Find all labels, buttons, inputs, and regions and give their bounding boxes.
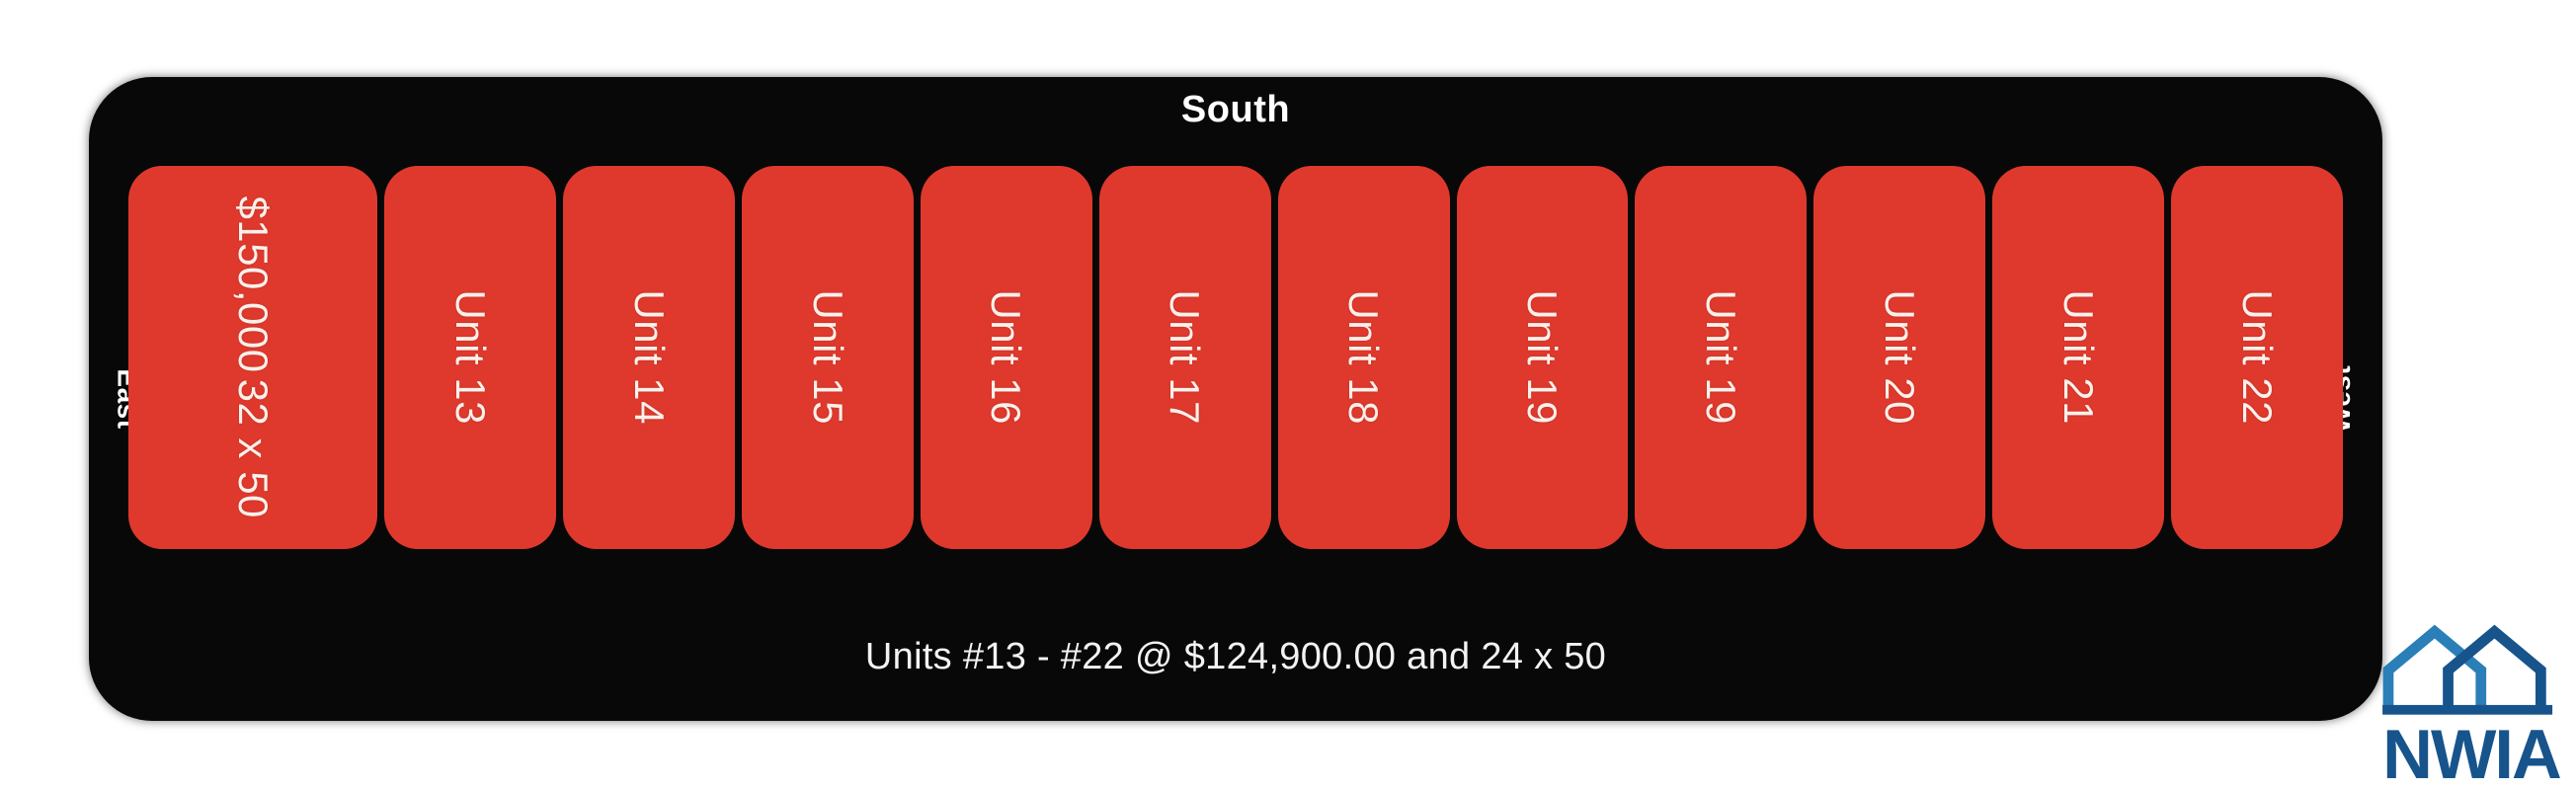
unit-text-stack: Unit 16 [983,289,1030,426]
unit-text-stack: Unit 19 [1698,289,1745,426]
unit-label: Unit 19 [1698,289,1745,426]
unit-label: Unit 21 [2054,289,2102,426]
unit-label: Unit 18 [1340,289,1388,426]
svg-text:NWIA: NWIA [2382,715,2560,786]
unit-text-stack: Unit 13 [446,289,494,426]
orientation-label-south: South [1180,89,1291,130]
unit-label: Unit 14 [625,289,673,426]
unit-cell-18[interactable]: Unit 18 [1277,166,1450,549]
unit-label: Unit 15 [804,289,851,426]
unit-cell-21[interactable]: Unit 21 [1992,166,2165,549]
unit-text-stack: Unit 15 [804,289,851,426]
units-pricing-caption: Units #13 - #22 @ $124,900.00 and 24 x 5… [864,636,1607,677]
unit-text-stack: Unit 20 [1876,289,1923,426]
unit-text-stack: Unit 18 [1340,289,1388,426]
two-houses-icon: NWIA [2382,624,2562,786]
unit-dimensions-label: 32 x 50 [229,378,277,519]
unit-text-stack: Unit 22 [2233,289,2281,426]
unit-cell-14[interactable]: Unit 14 [563,166,735,549]
unit-text-stack: Unit 21 [2054,289,2102,426]
unit-cell-22[interactable]: Unit 22 [2171,166,2343,549]
unit-text-stack: Unit 17 [1162,289,1209,426]
unit-label: Unit 22 [2233,289,2281,426]
unit-cell-13[interactable]: Unit 13 [384,166,557,549]
unit-label: Unit 20 [1876,289,1923,426]
units-row: 32 x 50 $150,000 Unit 13 Unit 14 Unit 15 [128,166,2343,549]
unit-label: Unit 17 [1162,289,1209,426]
site-plan-container: South East West 32 x 50 $150,000 Unit 13… [89,77,2382,721]
unit-cell-15[interactable]: Unit 15 [741,166,914,549]
unit-price-label: $150,000 [229,196,277,373]
unit-cell-17[interactable]: Unit 17 [1098,166,1271,549]
unit-cell-19a[interactable]: Unit 19 [1456,166,1629,549]
unit-cell-16[interactable]: Unit 16 [920,166,1092,549]
unit-label: Unit 13 [446,289,494,426]
unit-text-stack: Unit 14 [625,289,673,426]
unit-text-stack: Unit 19 [1519,289,1567,426]
unit-label: Unit 16 [983,289,1030,426]
unit-label: Unit 19 [1519,289,1567,426]
unit-cell-corner[interactable]: 32 x 50 $150,000 [128,166,378,549]
unit-text-stack: 32 x 50 $150,000 [229,196,277,519]
nwia-logo: NWIA [2375,616,2568,786]
unit-cell-20[interactable]: Unit 20 [1813,166,1986,549]
unit-cell-19b[interactable]: Unit 19 [1635,166,1808,549]
